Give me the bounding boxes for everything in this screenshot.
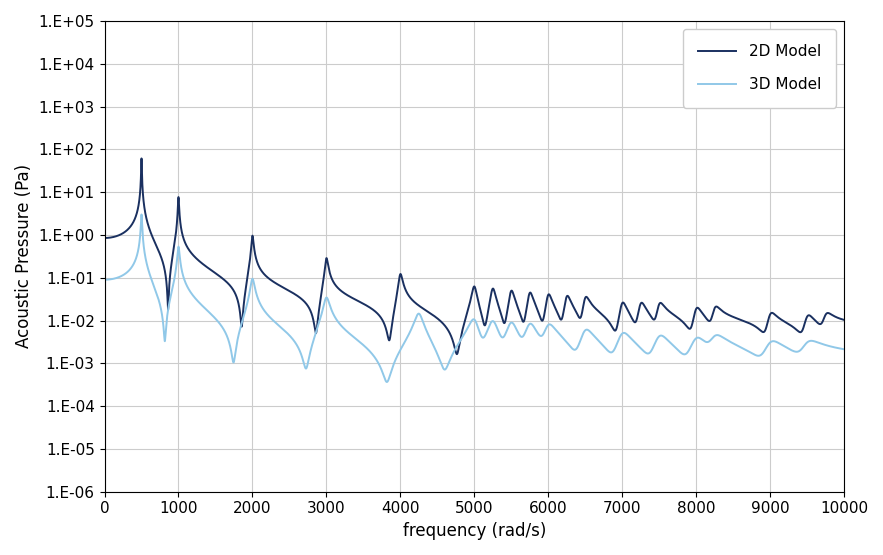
2D Model [99, 235, 109, 241]
2D Model [645, 313, 656, 320]
Line: 3D Model: 3D Model [104, 214, 844, 382]
Line: 2D Model: 2D Model [104, 158, 844, 354]
3D Model [381, 379, 392, 385]
2D Model [432, 315, 442, 321]
2D Model [143, 222, 154, 229]
2D Model [839, 316, 849, 323]
3D Model [645, 348, 656, 355]
3D Model [818, 341, 828, 347]
3D Model [99, 276, 109, 283]
3D Model [143, 266, 154, 273]
2D Model [257, 268, 268, 275]
2D Model [136, 155, 147, 162]
2D Model [451, 351, 462, 357]
2D Model [186, 250, 197, 256]
3D Model [839, 346, 849, 352]
3D Model [186, 290, 197, 297]
3D Model [432, 349, 442, 356]
X-axis label: frequency (rad/s): frequency (rad/s) [403, 522, 546, 540]
2D Model [818, 317, 828, 324]
Y-axis label: Acoustic Pressure (Pa): Acoustic Pressure (Pa) [15, 164, 33, 349]
Legend: 2D Model, 3D Model: 2D Model, 3D Model [683, 29, 836, 108]
3D Model [257, 304, 268, 310]
3D Model [136, 211, 147, 218]
